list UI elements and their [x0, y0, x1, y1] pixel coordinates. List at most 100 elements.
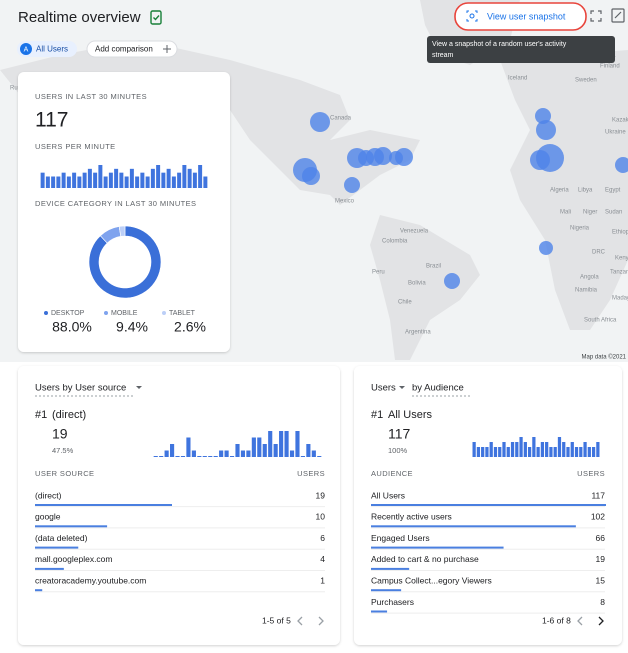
minute-bar [208, 456, 213, 457]
map-label: Iceland [508, 76, 527, 82]
row-name: Purchasers [371, 597, 414, 607]
row-bar [371, 610, 388, 613]
minute-bar [119, 172, 124, 188]
map-label: Colombia [382, 239, 408, 245]
minute-bar [523, 442, 527, 457]
row-name: Campus Collect...egory Viewers [371, 575, 492, 585]
top-item: All Users [388, 409, 433, 421]
minute-bar [213, 456, 218, 457]
minute-bar [570, 442, 574, 457]
minute-bar [51, 176, 56, 188]
minute-bar [549, 447, 553, 457]
map-label: Canada [330, 116, 352, 122]
card-label: USERS PER MINUTE [35, 142, 116, 151]
row-bar [35, 525, 108, 528]
minute-bar [587, 447, 591, 457]
minute-bar [166, 168, 171, 188]
top-count: 19 [52, 426, 68, 442]
minute-bar [40, 172, 45, 188]
minute-bar [187, 168, 192, 188]
chip-badge-text: A [24, 46, 29, 53]
next-page[interactable] [598, 616, 604, 626]
map-bubble [374, 147, 392, 165]
minute-bar [56, 176, 61, 188]
card-title[interactable]: Users [371, 383, 396, 394]
minute-bar [251, 437, 256, 457]
minute-bar [229, 456, 235, 457]
edit-icon[interactable] [611, 8, 625, 23]
map-label: Brazil [426, 264, 441, 270]
minute-bar [224, 450, 229, 457]
row-bar [35, 589, 43, 592]
snapshot-highlight [454, 2, 587, 31]
minute-bar [240, 450, 246, 457]
minute-bar [566, 447, 570, 457]
minute-bar [197, 456, 202, 457]
map-label: Ru [10, 86, 18, 92]
row-value: 15 [596, 575, 606, 585]
minute-bar [61, 172, 66, 188]
minute-bar [103, 176, 108, 188]
minute-bar [562, 442, 566, 457]
minute-bar [498, 447, 502, 457]
minute-bar [177, 172, 182, 188]
minute-bar [527, 447, 532, 457]
map-label: DRC [592, 250, 606, 256]
legend-value: 88.0% [52, 319, 92, 335]
pagination: 1-5 of 5 [262, 615, 291, 625]
minute-bar [306, 444, 311, 457]
prev-page[interactable] [297, 616, 303, 626]
page-title: Realtime overview [18, 9, 141, 26]
donut-segment [118, 225, 126, 237]
next-page[interactable] [318, 616, 324, 626]
chip-label: All Users [36, 45, 68, 54]
snapshot-link[interactable]: View user snapshot [487, 11, 566, 21]
column-header: USERS [577, 469, 605, 478]
minute-bar [182, 165, 187, 188]
card-title[interactable]: by Audience [412, 383, 464, 394]
top-item: (direct) [52, 409, 86, 421]
add-comparison[interactable] [86, 40, 178, 58]
row-name: creatoracademy.youtube.com [35, 575, 146, 585]
legend-label: DESKTOP [51, 310, 85, 317]
row-name: (data deleted) [35, 533, 88, 543]
map-label: Egypt [605, 188, 621, 194]
comparison-chip[interactable] [17, 41, 77, 57]
prev-page[interactable] [577, 616, 583, 626]
minute-bar [536, 447, 540, 457]
map-bubble [444, 273, 460, 289]
top-share: 47.5% [52, 446, 74, 455]
legend-label: MOBILE [111, 310, 138, 317]
tooltip [427, 36, 615, 63]
map-label: Venezuela [400, 229, 429, 235]
minute-bar [114, 168, 119, 188]
top-item: #1 [371, 409, 383, 421]
legend-dot [162, 311, 166, 315]
fullscreen-icon[interactable] [590, 10, 602, 22]
map-label: Niger [583, 210, 597, 216]
top-share: 100% [388, 446, 408, 455]
row-bar [371, 589, 402, 592]
tooltip-text: stream [432, 52, 454, 59]
map-bubble [536, 144, 564, 172]
row-name: All Users [371, 490, 405, 500]
donut-segment [88, 225, 162, 299]
minute-bar [124, 176, 129, 188]
row-value: 66 [596, 533, 606, 543]
minute-bar [268, 431, 273, 457]
card-title[interactable]: Users by User source [35, 383, 126, 394]
minute-bar [170, 444, 175, 457]
minute-bar [171, 176, 176, 188]
minute-bar [273, 444, 278, 457]
map-label: Bolivia [408, 281, 426, 287]
minute-bar [257, 437, 262, 457]
legend-value: 2.6% [174, 319, 206, 335]
map-bubble [539, 241, 553, 255]
map-label: South Africa [584, 318, 617, 324]
map-label: Angola [580, 275, 599, 281]
minute-bar [161, 172, 166, 188]
minute-bar [532, 437, 536, 457]
pagination: 1-6 of 8 [542, 615, 571, 625]
saved-icon [150, 10, 162, 25]
minute-bar [485, 447, 489, 457]
